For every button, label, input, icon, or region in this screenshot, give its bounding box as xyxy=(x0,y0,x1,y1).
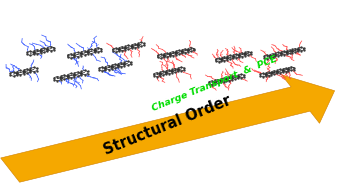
Text: Structural Order: Structural Order xyxy=(101,93,233,158)
Text: Charge Transport  &  PCE: Charge Transport & PCE xyxy=(151,55,279,113)
FancyArrow shape xyxy=(1,75,335,182)
